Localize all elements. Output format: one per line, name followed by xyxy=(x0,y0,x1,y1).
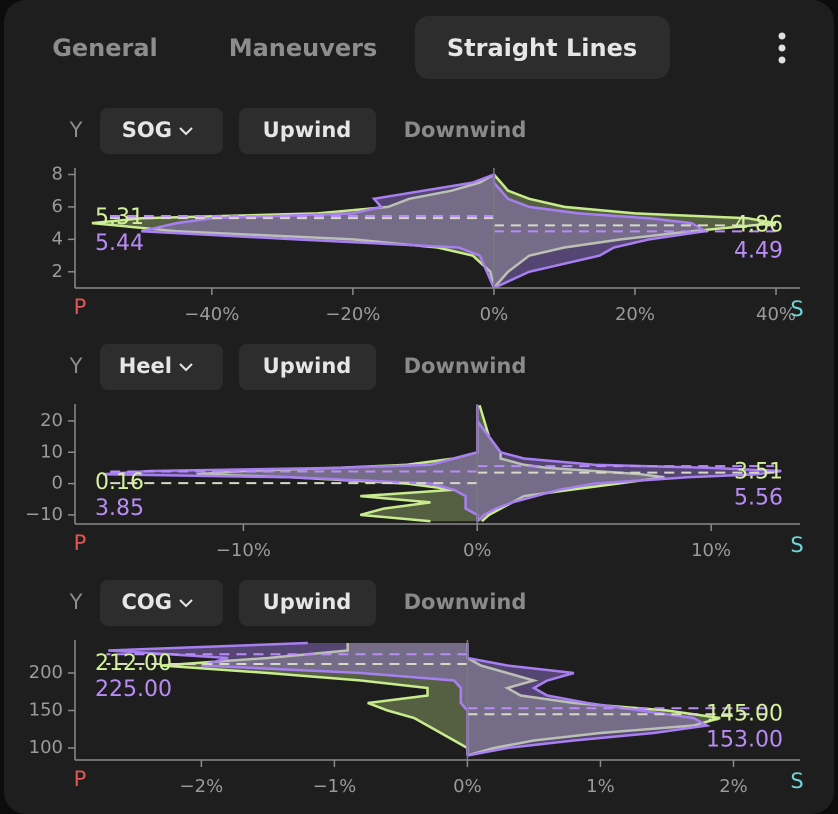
selector-label: Heel xyxy=(119,354,172,378)
charts: Y SOG Upwind Downwind 5.315.44 4.864.49 2 4 6 8 −4… xyxy=(25,108,804,797)
x-tick-label: 20% xyxy=(615,304,655,325)
y-tick-label: 20 xyxy=(40,410,63,431)
density-line xyxy=(466,643,711,757)
density-line xyxy=(91,173,496,288)
selector-bg xyxy=(100,344,223,390)
axis-letter: Y xyxy=(69,354,83,378)
selector-label: SOG xyxy=(122,118,172,142)
median-label: 0.16 xyxy=(95,470,144,495)
x-tick-label: 10% xyxy=(691,540,731,561)
density-line xyxy=(466,643,721,757)
x-tick-label: −1% xyxy=(313,776,357,797)
density-area xyxy=(161,643,468,756)
density-line xyxy=(476,405,782,523)
y-tick-label: 200 xyxy=(29,662,63,683)
x-tick-label: 2% xyxy=(719,776,748,797)
x-tick-label: −40% xyxy=(184,304,239,325)
density-area xyxy=(141,174,494,288)
dot xyxy=(778,56,786,64)
selector[interactable]: COG xyxy=(100,580,223,626)
upwind-button[interactable]: Upwind xyxy=(239,344,376,390)
median-label: 5.44 xyxy=(95,231,144,256)
button-label[interactable]: Downwind xyxy=(404,118,527,142)
dot xyxy=(778,32,786,40)
chevron xyxy=(179,363,193,372)
y-tick-label: 2 xyxy=(52,261,63,282)
median-label: 3.85 xyxy=(95,496,144,521)
median-label: 3.51 xyxy=(734,460,783,485)
x-tick-label: 0% xyxy=(463,540,492,561)
y-tick-label: 150 xyxy=(29,700,63,721)
button-label: Upwind xyxy=(263,118,352,142)
density-line xyxy=(492,174,710,288)
median-label: 5.56 xyxy=(734,486,783,511)
button-bg xyxy=(239,344,376,390)
x-tick-label: −20% xyxy=(325,304,380,325)
starboard-label: S xyxy=(790,769,803,793)
density-area xyxy=(108,643,468,756)
plot xyxy=(106,641,774,757)
median-label: 4.49 xyxy=(734,238,783,263)
selector-bg xyxy=(100,580,223,626)
x-tick-label: 0% xyxy=(453,776,482,797)
x-tick-label: 40% xyxy=(756,304,796,325)
y-tick-label: 4 xyxy=(52,228,63,249)
median-label: 225.00 xyxy=(95,677,172,702)
x-tick-label: −2% xyxy=(180,776,224,797)
median-label: 145.00 xyxy=(706,701,783,726)
button-label[interactable]: Downwind xyxy=(404,590,527,614)
selector-bg xyxy=(100,108,223,154)
button-bg xyxy=(239,108,376,154)
tab[interactable]: General xyxy=(52,34,158,62)
density-area xyxy=(467,643,707,756)
tab-highlight xyxy=(415,16,670,79)
density-area xyxy=(477,405,782,522)
port-label: P xyxy=(74,295,87,319)
upwind-button[interactable]: Upwind xyxy=(239,108,376,154)
x-tick-label: 0% xyxy=(480,304,509,325)
y-tick-label: 100 xyxy=(29,737,63,758)
starboard-label: S xyxy=(790,533,803,557)
chevron xyxy=(179,127,193,136)
y-tick-label: 6 xyxy=(52,196,63,217)
port-label: P xyxy=(74,531,87,555)
menu-button[interactable] xyxy=(778,32,786,64)
y-tick-label: 0 xyxy=(52,473,63,494)
dot xyxy=(778,44,786,52)
y-tick-label: −10 xyxy=(25,504,63,525)
density-line xyxy=(141,173,496,288)
selector[interactable]: SOG xyxy=(100,108,223,154)
chart: Y SOG Upwind Downwind 5.315.44 4.864.49 2 4 6 8 −4… xyxy=(52,108,804,325)
chart: Y Heel Upwind Downwind 0.163.85 3.515.56 −10 0 1… xyxy=(25,344,804,561)
median-label: 153.00 xyxy=(706,727,783,752)
button-label: Upwind xyxy=(263,354,352,378)
x-tick-label: 1% xyxy=(586,776,615,797)
density-area xyxy=(91,174,494,288)
x-tick-label: −10% xyxy=(216,540,271,561)
chevron xyxy=(179,599,193,608)
button-label: Upwind xyxy=(263,590,352,614)
upwind-button[interactable]: Upwind xyxy=(239,580,376,626)
port-label: P xyxy=(74,767,87,791)
axis-letter: Y xyxy=(69,590,83,614)
starboard-label: S xyxy=(790,297,803,321)
median-label: 212.00 xyxy=(95,651,172,676)
plot xyxy=(91,173,777,288)
button-label[interactable]: Downwind xyxy=(404,354,527,378)
median-label: 4.86 xyxy=(734,212,783,237)
density-area xyxy=(477,405,665,522)
y-tick-label: 8 xyxy=(52,163,63,184)
selector-label: COG xyxy=(121,590,172,614)
selector[interactable]: Heel xyxy=(100,344,223,390)
tab[interactable]: Straight Lines xyxy=(447,34,637,62)
button-bg xyxy=(239,580,376,626)
axis-letter: Y xyxy=(69,118,83,142)
y-tick-label: 10 xyxy=(40,441,63,462)
density-line xyxy=(492,173,777,288)
tabs: General Maneuvers Straight Lines xyxy=(52,34,637,62)
median-label: 5.31 xyxy=(95,205,144,230)
tab[interactable]: Maneuvers xyxy=(229,34,378,62)
